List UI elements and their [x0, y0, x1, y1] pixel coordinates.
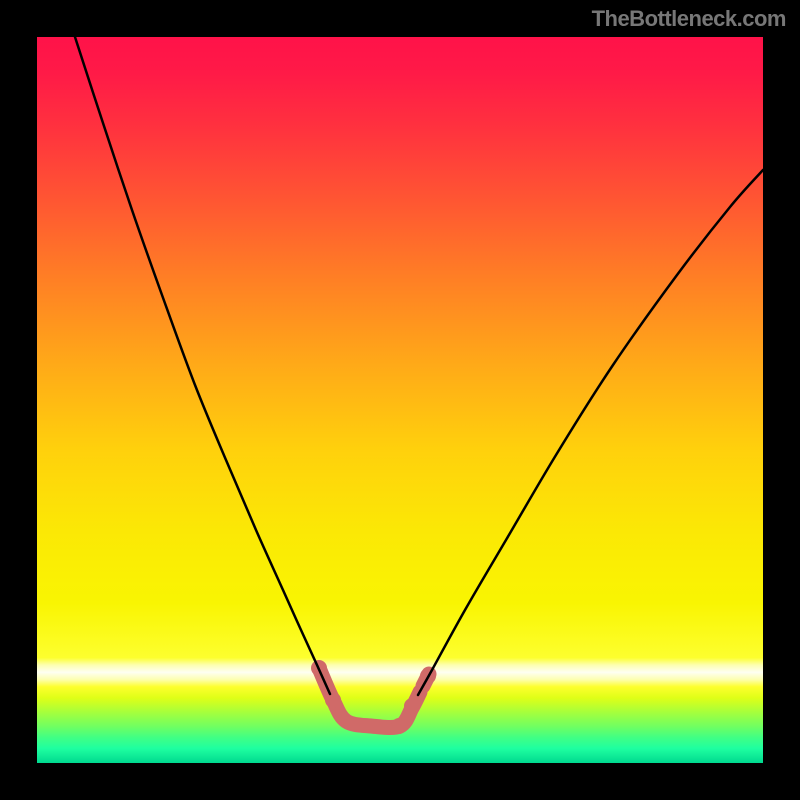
chart-container: TheBottleneck.com [0, 0, 800, 800]
bottleneck-curve [0, 0, 800, 800]
